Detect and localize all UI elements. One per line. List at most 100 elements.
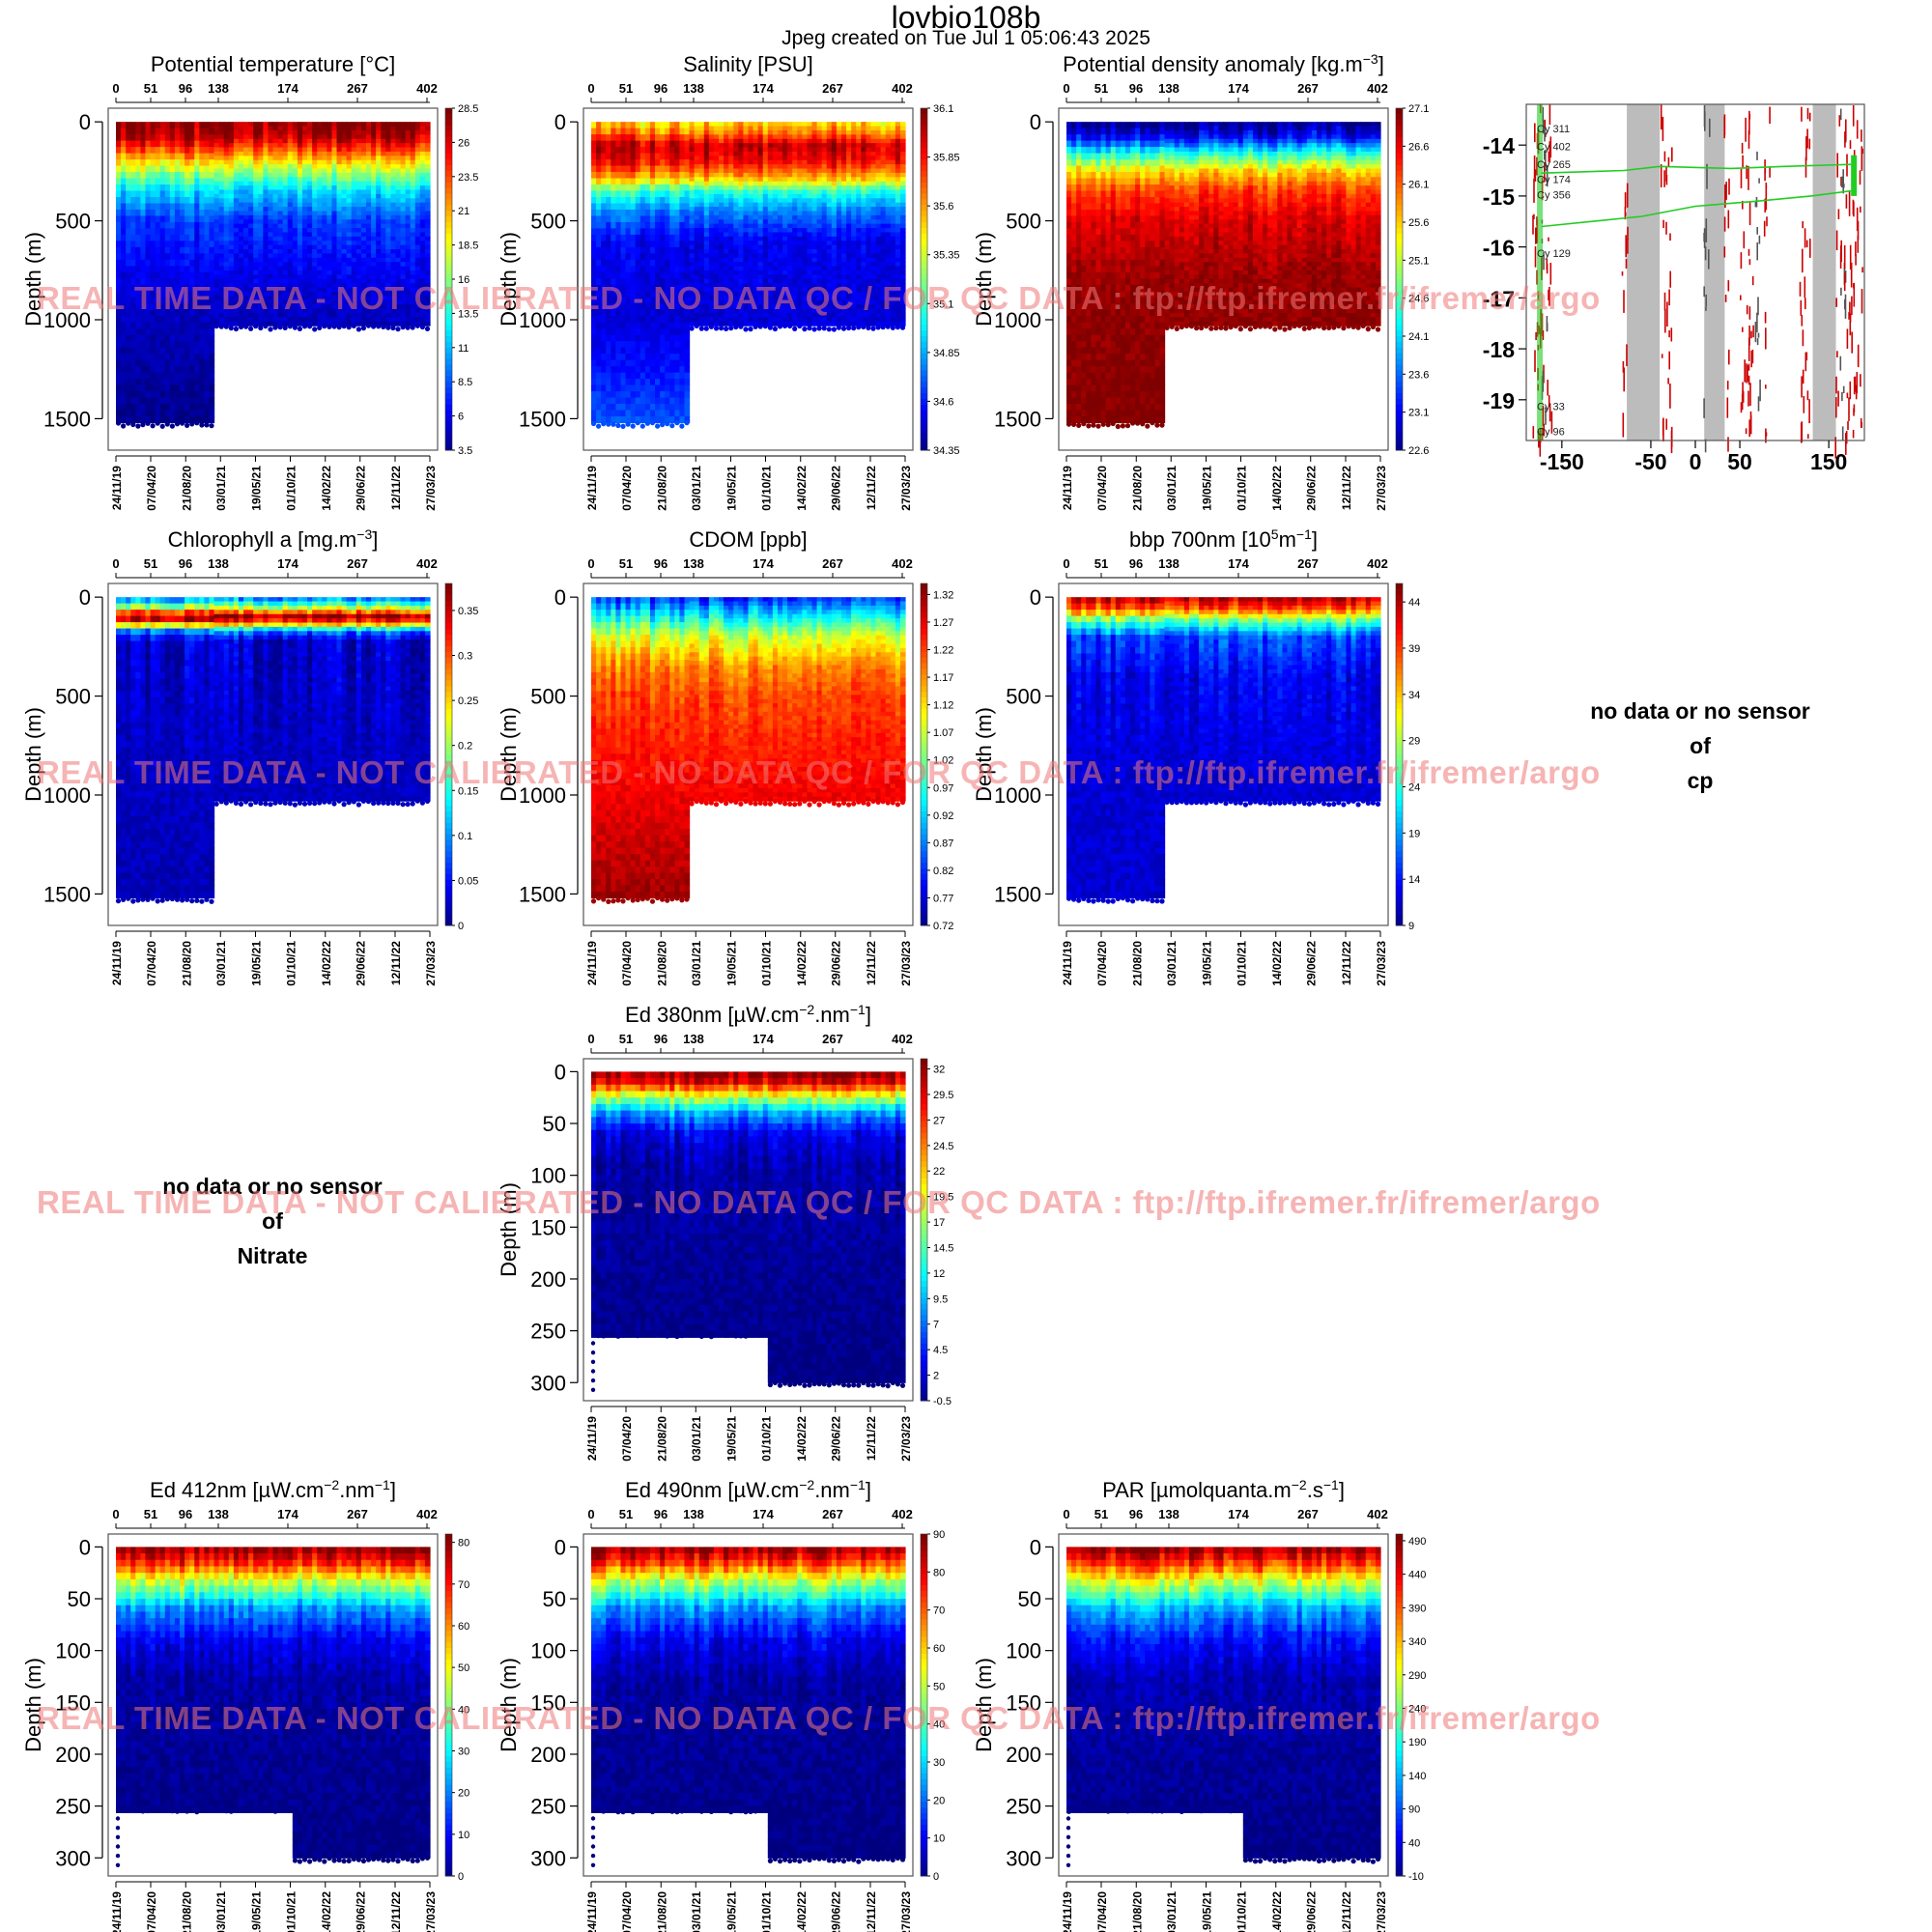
heatmap-cell: [140, 397, 147, 405]
colorbar-tick-label: 6: [458, 412, 464, 423]
heatmap-cell: [660, 234, 666, 242]
heatmap-cell: [204, 384, 211, 392]
heatmap-cell: [322, 129, 327, 135]
heatmap-cell: [189, 291, 195, 298]
heatmap-cell: [307, 291, 313, 297]
heatmap-cell: [649, 203, 656, 211]
heatmap-cell: [312, 232, 318, 238]
heatmap-cell: [762, 249, 769, 255]
heatmap-cell: [263, 126, 270, 131]
heatmap-cell: [336, 151, 343, 156]
heatmap-cell: [674, 372, 681, 380]
heatmap-cell: [263, 189, 270, 195]
heatmap-cell: [258, 278, 264, 284]
heatmap-cell: [228, 214, 235, 220]
heatmap-cell: [317, 283, 323, 289]
heatmap-cell: [268, 312, 274, 318]
heatmap-cell: [258, 228, 264, 234]
heatmap-cell: [753, 296, 759, 301]
heatmap-cell: [719, 241, 724, 246]
heatmap-cell: [649, 266, 656, 273]
heatmap-cell: [253, 181, 259, 186]
heatmap-cell: [140, 209, 147, 217]
heatmap-cell: [660, 379, 666, 386]
heatmap-cell: [371, 181, 377, 186]
heatmap-cell: [121, 253, 127, 261]
profile-bottom-point: [287, 324, 293, 329]
heatmap-cell: [159, 303, 166, 311]
heatmap-cell: [385, 262, 391, 268]
heatmap-cell: [169, 271, 176, 279]
heatmap-cell: [414, 244, 421, 250]
heatmap-cell: [698, 223, 705, 229]
heatmap-cell: [248, 274, 254, 280]
heatmap-cell: [376, 181, 382, 186]
heatmap-cell: [753, 278, 759, 284]
heatmap-cell: [322, 164, 327, 170]
heatmap-cell: [684, 165, 691, 173]
heatmap-cell: [615, 354, 622, 361]
heatmap-cell: [307, 308, 313, 314]
heatmap-cell: [639, 185, 646, 192]
heatmap-cell: [596, 172, 602, 180]
heatmap-cell: [258, 296, 264, 301]
heatmap-cell: [282, 156, 289, 161]
heatmap-cell: [277, 138, 284, 144]
heatmap-cell: [365, 151, 372, 156]
heatmap-cell: [233, 228, 240, 234]
heatmap-cell: [400, 278, 407, 284]
y-tick-label: 1000: [43, 308, 91, 332]
heatmap-cell: [341, 202, 348, 208]
heatmap-cell: [355, 189, 362, 195]
heatmap-cell: [292, 126, 298, 131]
heatmap-cell: [615, 203, 622, 211]
heatmap-cell: [630, 172, 637, 180]
date-tick-label: 29/06/22: [355, 466, 368, 511]
heatmap-cell: [649, 391, 656, 399]
heatmap-cell: [282, 241, 289, 246]
heatmap-cell: [390, 129, 397, 135]
heatmap-cell: [601, 359, 607, 367]
heatmap-cell: [351, 156, 357, 161]
heatmap-cell: [669, 128, 675, 135]
heatmap-cell: [424, 168, 431, 174]
heatmap-cell: [644, 334, 651, 342]
heatmap-cell: [268, 193, 274, 199]
heatmap-cell: [414, 274, 421, 280]
heatmap-cell: [630, 303, 637, 311]
heatmap-cell: [312, 270, 318, 275]
heatmap-cell: [248, 177, 254, 183]
heatmap-cell: [199, 185, 206, 192]
heatmap-cell: [185, 384, 190, 392]
heatmap-cell: [292, 185, 298, 191]
heatmap-cell: [615, 278, 622, 286]
colorbar-tick-label: 21: [458, 206, 469, 217]
heatmap-cell: [381, 317, 386, 323]
heatmap-cell: [689, 274, 696, 280]
heatmap-cell: [371, 193, 377, 199]
heatmap-cell: [174, 397, 181, 405]
heatmap-cell: [155, 128, 161, 135]
heatmap-cell: [140, 196, 147, 205]
heatmap-cell: [228, 253, 235, 259]
heatmap-cell: [126, 397, 131, 405]
heatmap-cell: [204, 215, 211, 223]
heatmap-cell: [341, 147, 348, 153]
heatmap-cell: [341, 168, 348, 174]
heatmap-cell: [189, 172, 195, 180]
heatmap-cell: [635, 297, 641, 304]
heatmap-cell: [591, 246, 597, 254]
heatmap-cell: [724, 147, 729, 153]
heatmap-cell: [689, 172, 696, 178]
heatmap-cell: [174, 354, 181, 361]
heatmap-cell: [724, 177, 729, 183]
heatmap-cell: [145, 384, 152, 392]
heatmap-cell: [365, 296, 372, 301]
heatmap-cell: [596, 196, 602, 205]
heatmap-cell: [355, 143, 362, 149]
heatmap-cell: [164, 309, 171, 317]
heatmap-cell: [376, 262, 382, 268]
heatmap-cell: [233, 198, 240, 204]
heatmap-cell: [243, 181, 249, 186]
heatmap-cell: [121, 147, 127, 155]
